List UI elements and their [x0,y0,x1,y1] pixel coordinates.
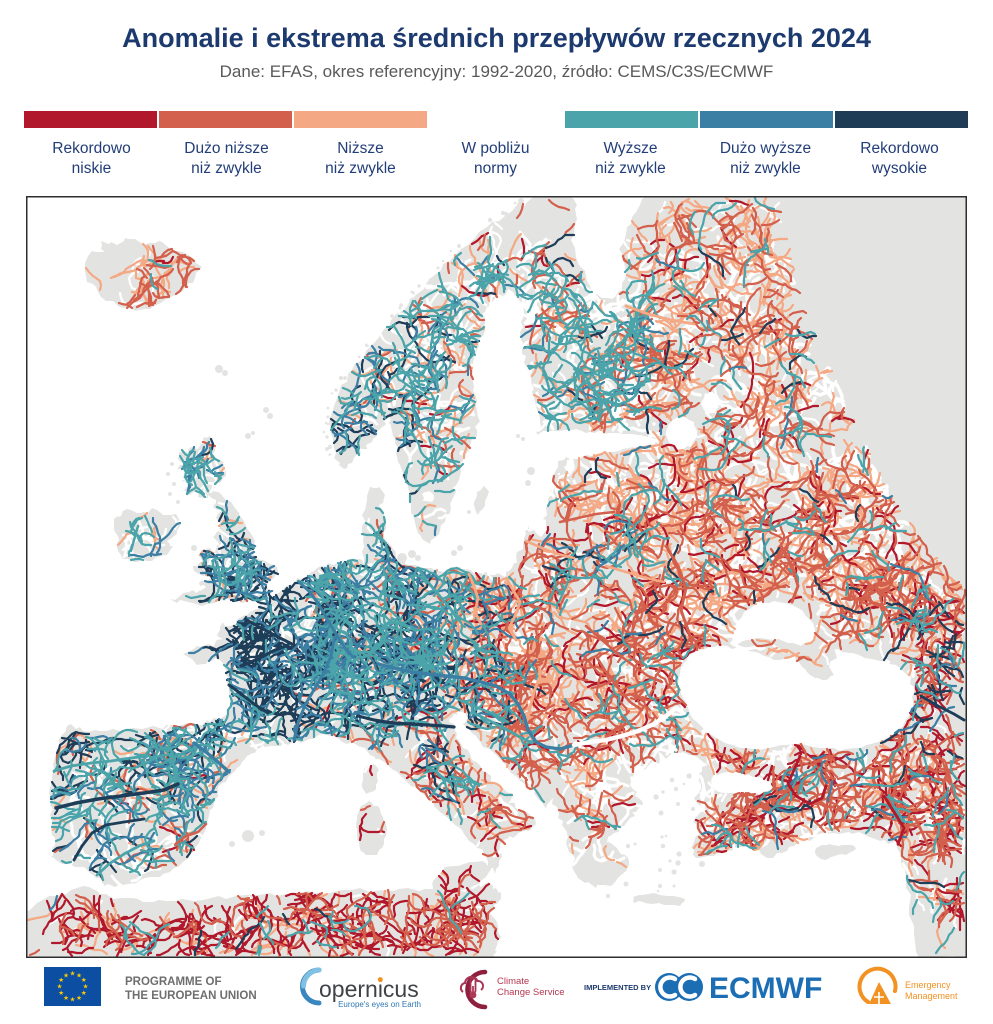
svg-text:Climate: Climate [497,976,529,987]
svg-text:Management: Management [905,991,958,1001]
svg-text:opernicus: opernicus [319,976,419,1002]
svg-text:★: ★ [58,976,64,984]
svg-text:★: ★ [70,970,76,978]
svg-text:ECMWF: ECMWF [709,972,822,1005]
svg-text:★: ★ [81,989,87,997]
svg-text:★: ★ [58,989,64,997]
svg-text:Emergency: Emergency [905,980,951,990]
svg-text:★: ★ [83,983,89,991]
svg-text:★: ★ [70,996,76,1004]
svg-text:Change Service: Change Service [497,987,564,998]
svg-text:★: ★ [63,994,69,1002]
svg-text:★: ★ [76,994,82,1002]
svg-text:Europe's eyes on Earth: Europe's eyes on Earth [338,1000,421,1009]
svg-text:★: ★ [76,971,82,979]
svg-text:★: ★ [57,983,63,991]
svg-text:★: ★ [81,976,87,984]
svg-text:★: ★ [63,971,69,979]
